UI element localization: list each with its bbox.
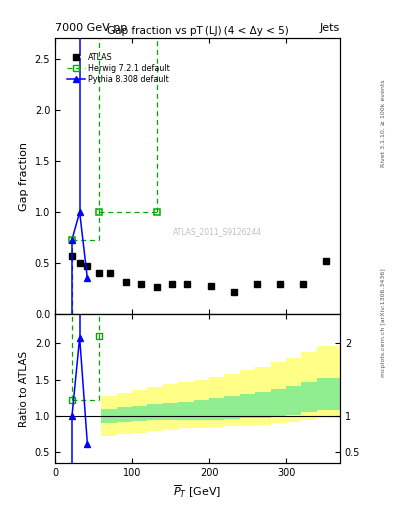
- X-axis label: $\overline{P}_T$ [GeV]: $\overline{P}_T$ [GeV]: [173, 484, 222, 500]
- Legend: ATLAS, Herwig 7.2.1 default, Pythia 8.308 default: ATLAS, Herwig 7.2.1 default, Pythia 8.30…: [65, 51, 172, 87]
- Text: 7000 GeV pp: 7000 GeV pp: [55, 23, 127, 33]
- Text: Jets: Jets: [320, 23, 340, 33]
- Title: Gap fraction vs pT (LJ) (4 < Δy < 5): Gap fraction vs pT (LJ) (4 < Δy < 5): [107, 26, 288, 36]
- Y-axis label: Gap fraction: Gap fraction: [19, 142, 29, 211]
- Text: mcplots.cern.ch [arXiv:1306.3436]: mcplots.cern.ch [arXiv:1306.3436]: [381, 268, 386, 377]
- Text: ATLAS_2011_S9126244: ATLAS_2011_S9126244: [173, 227, 262, 236]
- Y-axis label: Ratio to ATLAS: Ratio to ATLAS: [19, 351, 29, 427]
- Text: Rivet 3.1.10, ≥ 100k events: Rivet 3.1.10, ≥ 100k events: [381, 79, 386, 167]
